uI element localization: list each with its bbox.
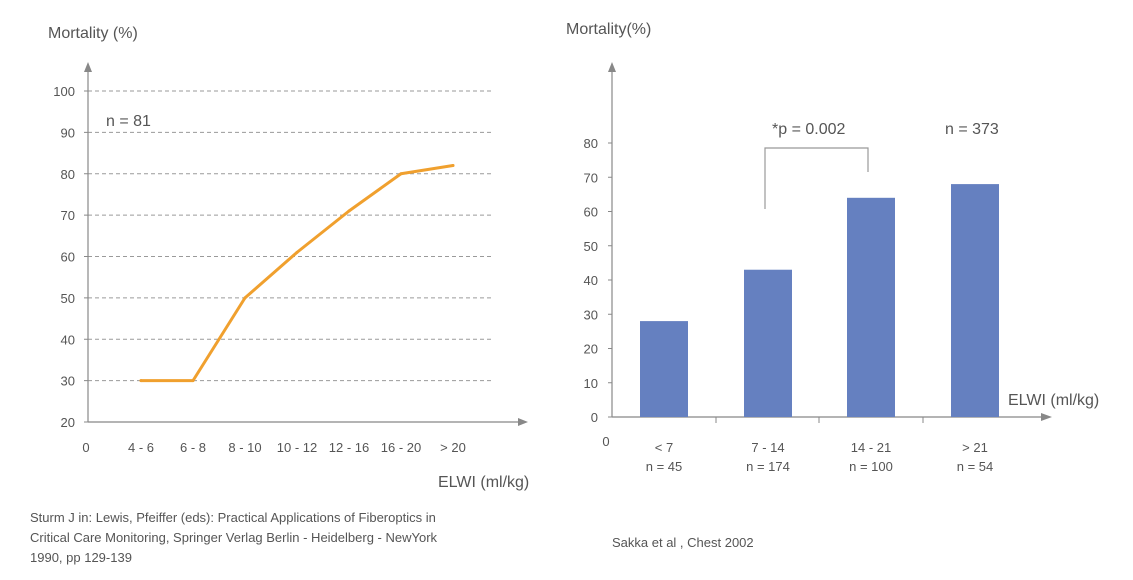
line-chart-ytick-label: 100 [53, 84, 75, 99]
line-chart-ytick-label: 80 [61, 167, 75, 182]
bar-chart-xtick-label: > 21 [962, 440, 988, 455]
line-chart-ytick-label: 50 [61, 291, 75, 306]
bar-chart-xtick-count: n = 100 [849, 459, 893, 474]
line-chart-point [139, 379, 143, 383]
line-chart-sample-size: n = 81 [106, 113, 151, 130]
line-chart-origin: 0 [82, 440, 89, 455]
bar-chart-bar [847, 197, 895, 417]
bar-chart-xtick-label: 14 - 21 [851, 440, 891, 455]
line-chart-ytick-label: 90 [61, 125, 75, 140]
bar-chart-xtick-count: n = 45 [646, 459, 683, 474]
line-chart-ytick-label: 20 [61, 415, 75, 430]
line-chart-ytick-label: 70 [61, 208, 75, 223]
line-chart-ytick-label: 30 [61, 374, 75, 389]
reference-left-line: 1990, pp 129-139 [30, 550, 132, 565]
bar-chart-bar [744, 269, 792, 417]
line-chart-xtick-label: 12 - 16 [329, 440, 369, 455]
line-chart-point [347, 209, 351, 213]
bar-chart-ytick-label: 30 [584, 307, 598, 322]
line-chart-xtick-label: 6 - 8 [180, 440, 206, 455]
bar-chart-ytick-label: 80 [584, 136, 598, 151]
line-chart-xtick-label: 10 - 12 [277, 440, 317, 455]
line-chart-y-arrow [84, 62, 92, 72]
line-chart-xlabel: ELWI (ml/kg) [438, 474, 529, 491]
significance-label: *p = 0.002 [772, 121, 846, 138]
line-chart-ytick-label: 60 [61, 250, 75, 265]
reference-right: Sakka et al , Chest 2002 [612, 535, 754, 550]
bar-chart-ytick-label: 60 [584, 205, 598, 220]
line-chart-xtick-label: 8 - 10 [228, 440, 261, 455]
bar-chart-ytick-label: 10 [584, 376, 598, 391]
bar-chart-yticks: 0 10 20 30 40 50 60 70 80 [584, 136, 612, 425]
line-chart-grid [88, 90, 492, 382]
bar-chart-xticks: < 7 n = 45 7 - 14 n = 174 14 - 21 n = 100 > 21… [646, 417, 994, 474]
bar-chart-xlabel: ELWI (ml/kg) [1008, 392, 1099, 409]
line-chart-xtick-label: 16 - 20 [381, 440, 421, 455]
line-chart-xtick-label: > 20 [440, 440, 466, 455]
bar-chart-ylabel: Mortality(%) [566, 21, 651, 38]
line-chart-series [139, 163, 455, 383]
reference-left-line: Sturm J in: Lewis, Pfeiffer (eds): Pract… [30, 510, 436, 525]
line-chart-point [243, 296, 247, 300]
bar-chart-xtick-label: 7 - 14 [751, 440, 784, 455]
reference-left-line: Critical Care Monitoring, Springer Verla… [30, 530, 438, 545]
line-chart-point [399, 172, 403, 176]
line-chart-point [191, 379, 195, 383]
bar-chart-sample-size: n = 373 [945, 121, 999, 138]
bar-chart-bar [951, 184, 999, 417]
bar-chart-ytick-label: 40 [584, 273, 598, 288]
bar-chart-bar [640, 321, 688, 417]
bar-chart-xtick-label: < 7 [655, 440, 673, 455]
reference-left: Sturm J in: Lewis, Pfeiffer (eds): Pract… [30, 508, 570, 568]
line-chart-point [451, 163, 455, 167]
line-chart: Mortality (%) 20 30 40 50 60 70 80 90 100 0 4 - … [48, 25, 529, 491]
bar-chart-ytick-label: 0 [591, 410, 598, 425]
bar-chart-xtick-count: n = 54 [957, 459, 994, 474]
line-chart-x-arrow [518, 418, 528, 426]
bar-chart-y-arrow [608, 62, 616, 72]
bar-chart: Mortality(%) 0 0 10 20 30 40 50 60 70 80 < 7 n = … [566, 21, 1099, 474]
line-chart-ylabel: Mortality (%) [48, 25, 138, 42]
line-chart-point [295, 250, 299, 254]
significance-bracket [764, 147, 869, 209]
bar-chart-ytick-label: 20 [584, 342, 598, 357]
bar-chart-x-arrow [1041, 413, 1052, 421]
bar-chart-xtick-count: n = 174 [746, 459, 790, 474]
line-chart-xtick-label: 4 - 6 [128, 440, 154, 455]
line-chart-ytick-label: 40 [61, 332, 75, 347]
bar-chart-ytick-label: 70 [584, 170, 598, 185]
bar-chart-bars [640, 184, 999, 417]
line-chart-xticks: 4 - 6 6 - 8 8 - 10 10 - 12 12 - 16 16 - 20 > 2… [128, 440, 466, 455]
line-chart-yticks: 20 30 40 50 60 70 80 90 100 [53, 84, 88, 430]
bar-chart-ytick-label: 50 [584, 239, 598, 254]
line-chart-series-line [139, 163, 455, 383]
bar-chart-origin: 0 [602, 434, 609, 449]
